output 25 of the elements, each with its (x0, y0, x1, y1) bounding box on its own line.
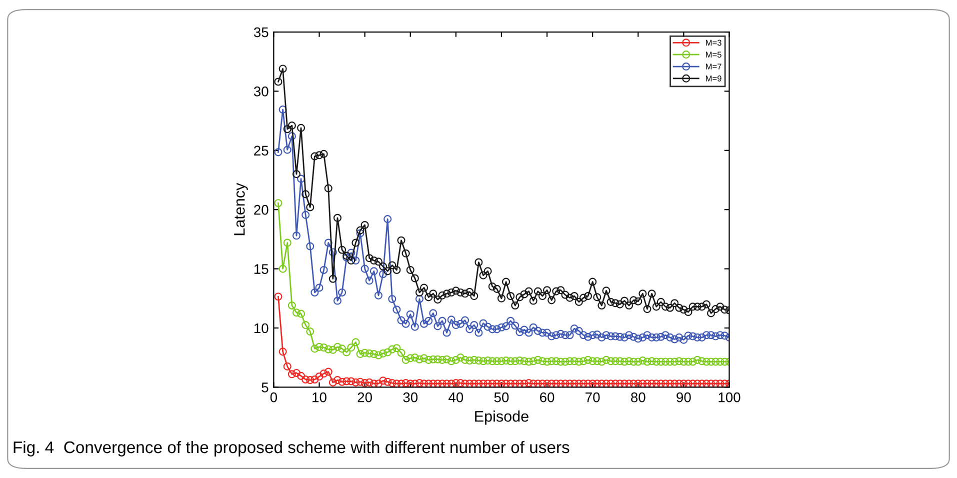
x-tick-label: 60 (540, 392, 554, 402)
y-tick-label: 10 (254, 323, 268, 334)
legend-label: M=7 (706, 64, 722, 70)
caption: Fig. 4 Convergence of the proposed scheme with different number of users (14, 440, 570, 456)
y-axis-title: Latency (234, 182, 248, 236)
x-tick-label: 40 (448, 392, 464, 402)
x-tick-label: 0 (270, 392, 278, 402)
x-tick-label: 90 (676, 392, 691, 402)
x-tick-label: 30 (403, 392, 418, 402)
x-tick-label: 10 (312, 392, 326, 402)
x-tick-label: 80 (631, 392, 646, 402)
x-tick-label: 70 (586, 392, 600, 402)
y-tick-label: 5 (262, 382, 268, 392)
x-tick-label: 50 (494, 392, 509, 402)
x-tick-label: 100 (718, 392, 740, 402)
y-tick-label: 20 (254, 204, 268, 215)
legend-label: M=9 (706, 76, 722, 82)
x-axis-title: Episode (475, 410, 528, 425)
y-tick-label: 25 (254, 146, 268, 156)
y-tick-label: 35 (254, 27, 268, 38)
legend-label: M=5 (706, 52, 722, 58)
y-tick-label: 15 (254, 264, 268, 274)
x-tick-label: 20 (358, 392, 372, 402)
y-tick-label: 30 (254, 86, 268, 96)
legend-label: M=3 (706, 40, 722, 46)
